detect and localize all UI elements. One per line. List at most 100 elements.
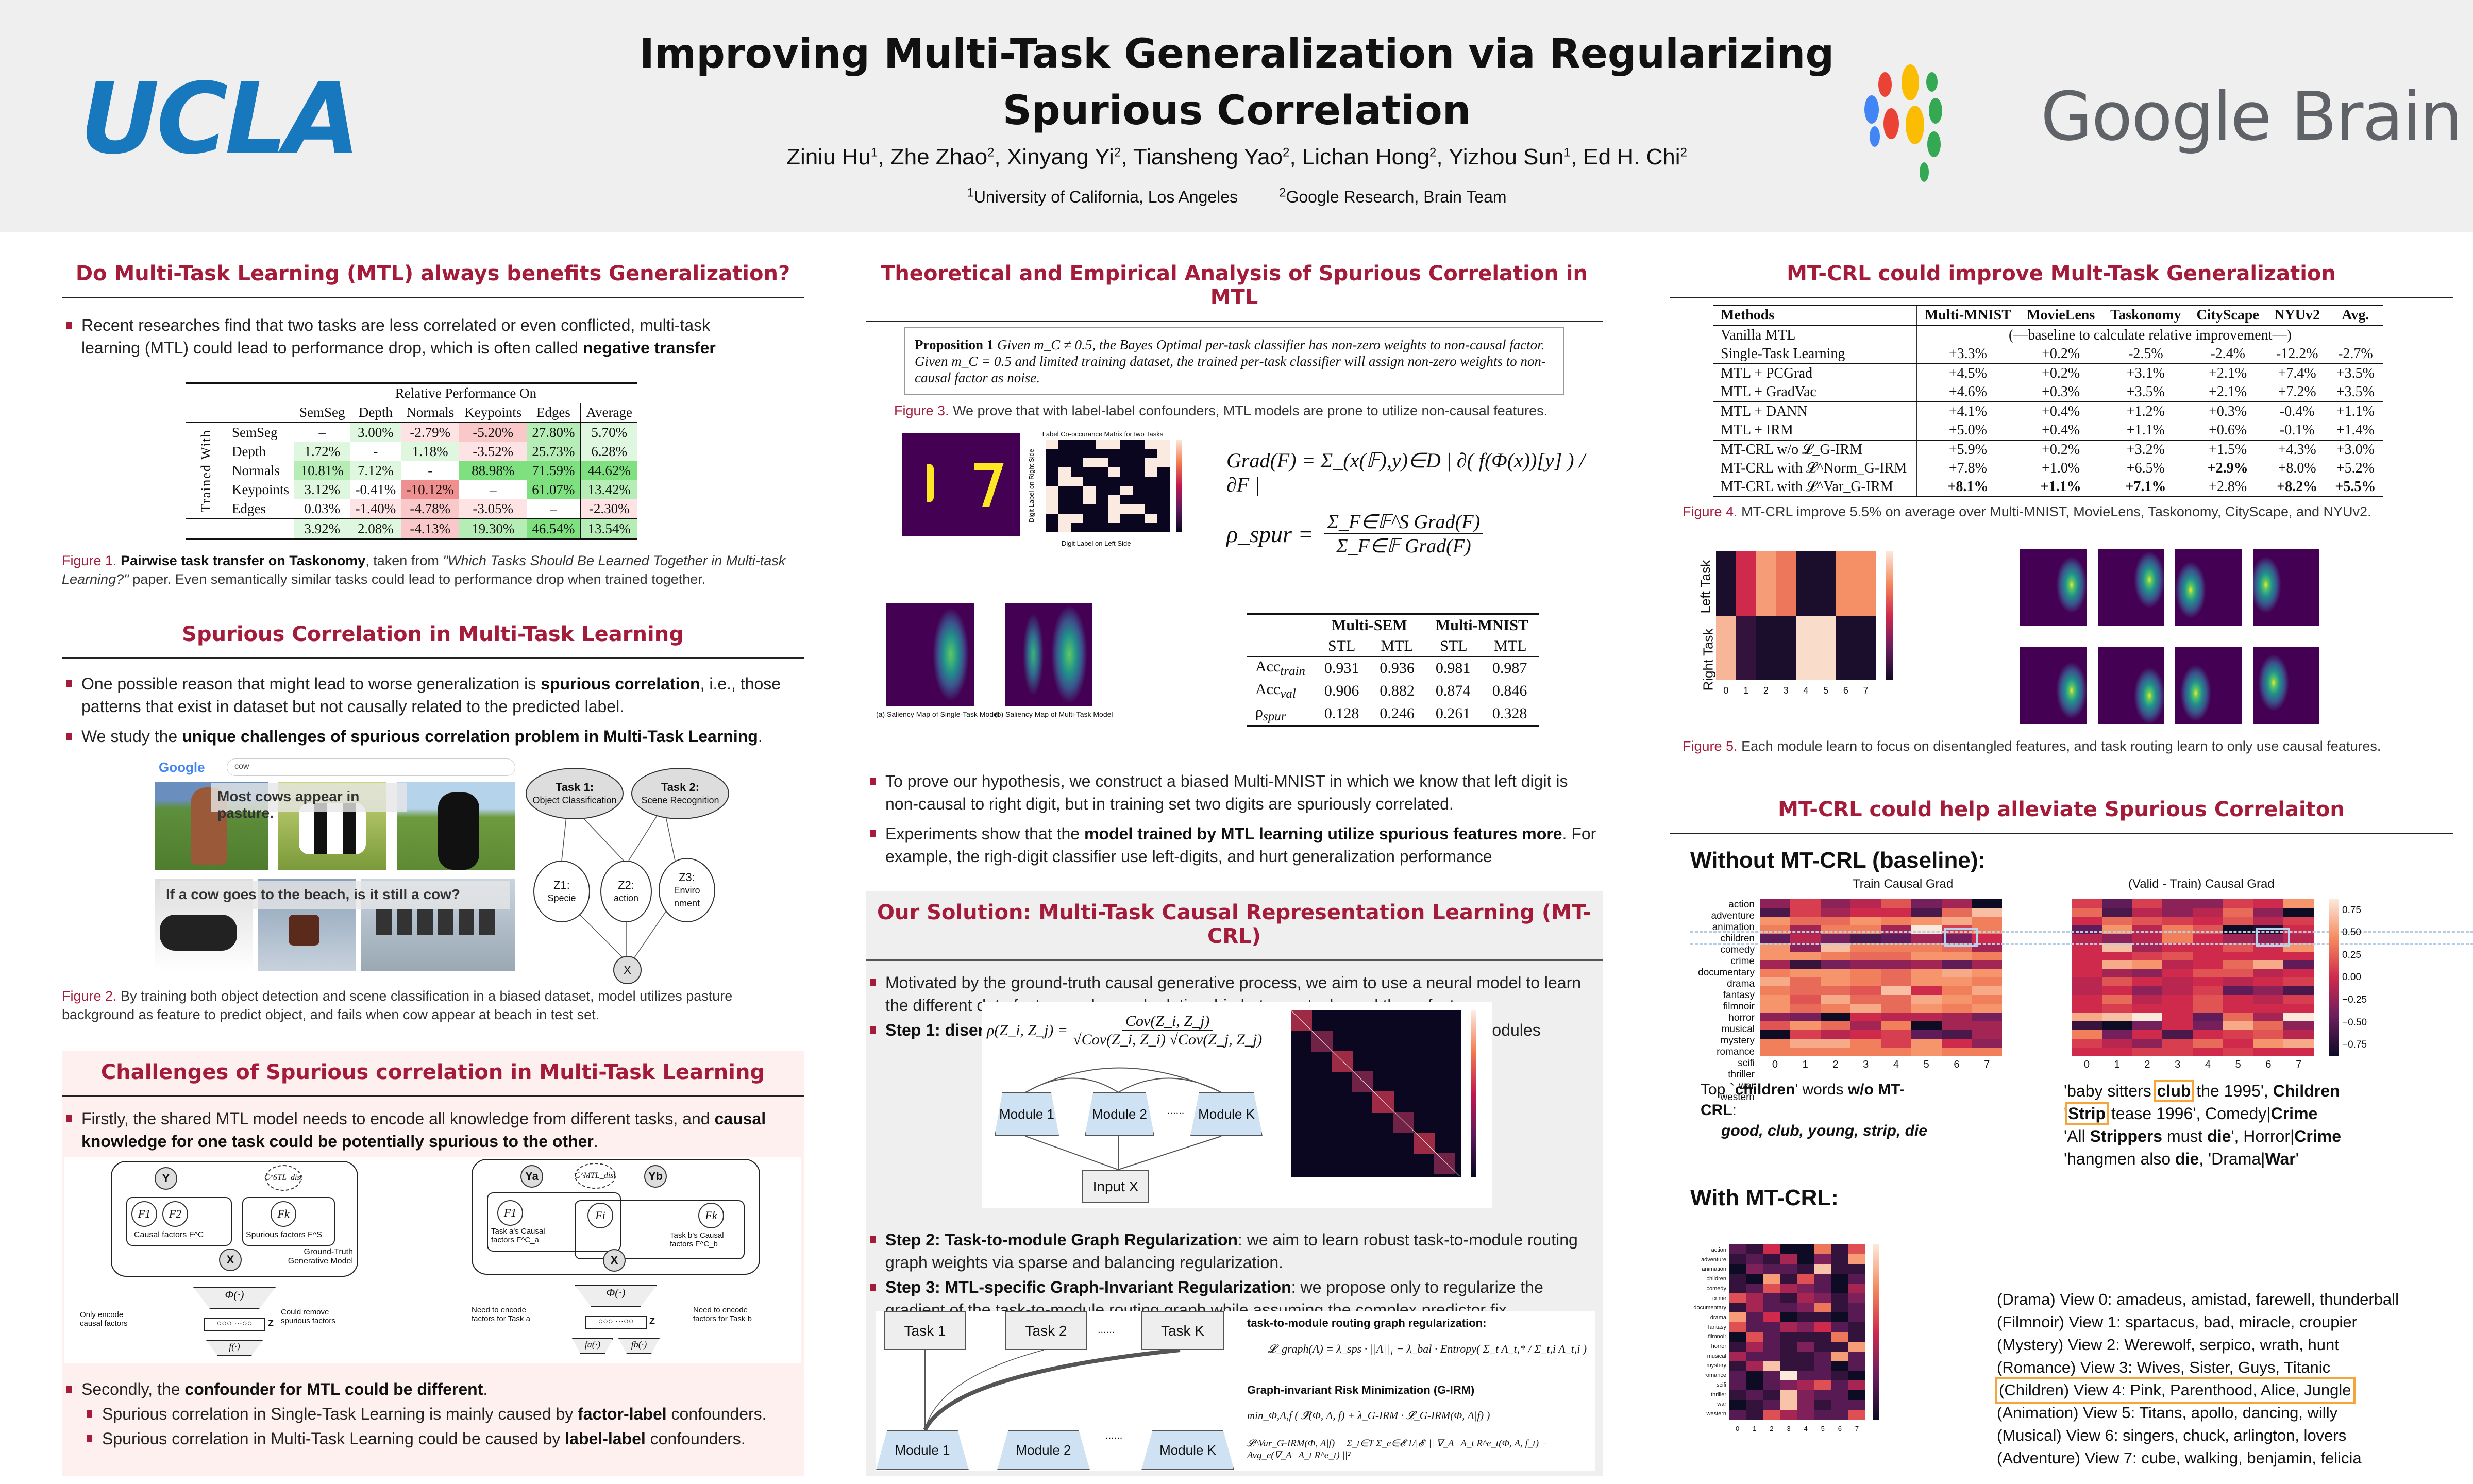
example-title: 'All Strippers must die', Horror|Crime [2064,1127,2341,1145]
train-causal-grad-heatmap [1760,899,2002,1056]
graph-reg-equation: 𝓛_graph(A) = λ_sps · ||A||₁ − λ_bal · En… [1268,1342,1587,1355]
task1-node: Task 1: Object Classification [526,768,624,819]
z-vector: ○○○ ···○○ [204,1318,265,1331]
routing-arrows [923,1348,1181,1431]
bullet: Recent researches find that two tasks ar… [62,314,773,359]
genre-axis: action adventure animation children comedy cr… [1698,899,1755,1103]
cow-pasture-photo [397,782,515,870]
view-item: (Adventure) View 7: cube, walking, benja… [1997,1449,2362,1467]
table-row: Normals 10.81% 7.12% -88.98% 71.59% 44.62% [186,461,637,480]
task-2-box: Task 2 [1005,1311,1087,1350]
task2-node: Task 2: Scene Recognition [631,768,729,819]
colorbar [1471,1010,1476,1177]
ucla-logo: UCLA [80,62,360,176]
x-node: X [603,1249,626,1272]
colorbar [1873,1244,1879,1420]
author-list: Ziniu Hu1, Zhe Zhao2, Xinyang Yi2, Tians… [786,144,1687,170]
colorbar [2329,899,2339,1056]
proposition-box: Proposition 1 Given m_C ≠ 0.5, the Bayes… [904,327,1564,395]
table-row: Depth 1.72% -1.18% -3.52% 25.73% 6.28% [186,442,637,461]
stl-generative-diagram: Y C^STL_dist F1 F2 Fk Causal factors F^C… [80,1161,358,1393]
module-2: Module 2 [1085,1092,1154,1136]
section-theoretical-analysis: Theoretical and Empirical Analysis of Sp… [866,252,1603,871]
children-row-highlight [1690,931,2473,945]
cooccurrence-heatmap [1046,440,1170,532]
poster-header: UCLA Improving Multi-Task Generalization… [0,0,2473,232]
module-k: Module K [1190,1092,1263,1136]
module-saliency-map [2097,647,2164,724]
predictor-head-b: fb(·) [618,1338,660,1354]
girm-variance-equation: 𝓛^Var_G-IRM(Φ, A|f) = Σ_t∈T Σ_e∈𝓔 1/|𝓔| … [1247,1438,1548,1461]
view-item: (Animation) View 5: Titans, apollo, danc… [1997,1404,2338,1422]
results-table: Methods Multi-MNIST MovieLens Taskonomy City… [1713,305,2383,498]
author: Ed H. Chi2 [1583,144,1687,170]
table-row: Accval 0.906 0.882 0.874 0.846 [1247,680,1539,702]
table-row: Vanilla MTL (—baseline to calculate relat… [1713,325,2383,345]
x-node: X [219,1249,242,1271]
overlay-caption: If a cow goes to the beach, is it still … [160,881,510,909]
accuracy-table-wrap: Multi-SEM Multi-MNIST STL MTL STL MTL Acctrain… [1247,613,1539,727]
module-saliency-map [2020,549,2087,626]
module-1: Module 1 [876,1430,969,1470]
table-row: Trained With SemSeg –3.00% -2.79% -5.20% 27.8… [186,423,637,512]
table-row: MTL + IRM +5.0% +0.4% +1.1% +0.6% -0.1% +1.4% [1713,421,2383,440]
girm-objective: min_Φ,A,f ( 𝓛̃(Φ, A, f) + λ_G-IRM · 𝓛_G-… [1247,1409,1490,1422]
multi-mnist-sample [891,433,1020,546]
bullet: To prove our hypothesis, we construct a … [866,770,1603,815]
colorbar [1886,551,1893,680]
disentangle-figure: ρ(Z_i, Z_j) = Cov(Z_i, Z_j) √Cov(Z_i, Z_i… [982,1002,1492,1208]
poster-title: Improving Multi-Task Generalization via … [639,31,1835,134]
saliency-single-task: (a) Saliency Map of Single-Task Model [876,603,999,721]
fk-node: Fk [698,1203,724,1228]
author: Tiansheng Yao2 [1133,144,1290,170]
fi-node: Fi [587,1203,613,1228]
section-spurious-correlation: Spurious Correlation in Multi-Task Learn… [62,613,804,1036]
f1-node: F1 [497,1200,523,1226]
affiliation: 1University of California, Los Angeles [967,185,1238,206]
table-row: MT-CRL w/o 𝓛_G-IRM +5.9% +0.2% +3.2% +1.5% +4… [1713,440,2383,459]
affiliation: 2Google Research, Brain Team [1279,185,1507,206]
top-children-words: Top `children' words w/o MT-CRL: good, c… [1701,1081,1927,1139]
section-title: Do Multi-Task Learning (MTL) always bene… [62,252,804,298]
taskonomy-table-wrap: Relative Performance On SemSeg Depth Normal… [186,382,804,540]
section-improve-generalization: MT-CRL could improve Mult-Task Generaliz… [1670,252,2453,768]
ya-node: Ya [520,1165,543,1188]
predictor-head: f(·) [206,1340,263,1356]
causal-diagrams: Y C^STL_dist F1 F2 Fk Causal factors F^C… [64,1157,801,1363]
view-item: (Romance) View 3: Wives, Sister, Guys, T… [1997,1358,2331,1376]
highlight-box [1944,927,1978,947]
table-row: Single-Task Learning +3.3% +0.2% -2.5% -2.4%… [1713,345,2383,364]
yb-node: Yb [644,1165,667,1188]
search-input: cow [227,758,515,776]
predictor-head-a: fa(·) [572,1338,613,1354]
figure-4-caption: Figure 4. MT-CRL improve 5.5% on average… [1683,504,2371,519]
module-arrows [1025,1067,1222,1170]
rho-equation: ρ_spur = Σ_F∈𝔽^S Grad(F) Σ_F∈𝔽 Grad(F) [1226,510,1484,558]
author: Lichan Hong2 [1302,144,1437,170]
section-mtl-generalization: Do Multi-Task Learning (MTL) always bene… [62,252,804,598]
example-titles: 'baby sitters club the 1995', Children 'S… [2064,1080,2466,1170]
mtcrl-heatmap [1729,1244,1865,1420]
section-title: Spurious Correlation in Multi-Task Learn… [62,613,804,659]
highlight-box [2256,927,2290,947]
task-k-box: Task K [1141,1311,1224,1350]
without-mtcrl-label: Without MT-CRL (baseline): [1690,848,1986,873]
example-title: 'hangmen also die, 'Drama|War' [2064,1150,2299,1168]
table-row: MTL + DANN +4.1% +0.4% +1.2% +0.3% -0.4% +1.1% [1713,402,2383,421]
x-node: X [613,956,642,984]
table-row: Keypoints 3.12% -0.41% -10.12% –61.07% 13.42% [186,480,637,499]
task-routing-heatmap [1716,551,1876,680]
sub-bullet: Spurious correlation in Single-Task Lear… [82,1403,804,1425]
results-table-wrap: Methods Multi-MNIST MovieLens Taskonomy City… [1713,305,2453,498]
colorbar [1176,440,1182,532]
bullet: Step 2: Task-to-module Graph Regularizat… [866,1228,1603,1274]
view-item: (Filmnoir) View 1: spartacus, bad, mirac… [1997,1313,2357,1331]
section-title: Challenges of Spurious correlation in Mu… [62,1051,804,1097]
table-row: MT-CRL with 𝓛^Norm_G-IRM +7.8% +1.0% +6.5% +… [1713,459,2383,478]
table-row: MT-CRL with 𝓛^Var_G-IRM +8.1% +1.1% +7.1% +2… [1713,478,2383,497]
author: Ziniu Hu1 [786,144,878,170]
section-our-solution: Our Solution: Multi-Task Causal Represen… [866,891,1603,1476]
figure-5-caption: Figure 5. Each module learn to focus on … [1683,738,2381,754]
module-1: Module 1 [995,1092,1059,1136]
